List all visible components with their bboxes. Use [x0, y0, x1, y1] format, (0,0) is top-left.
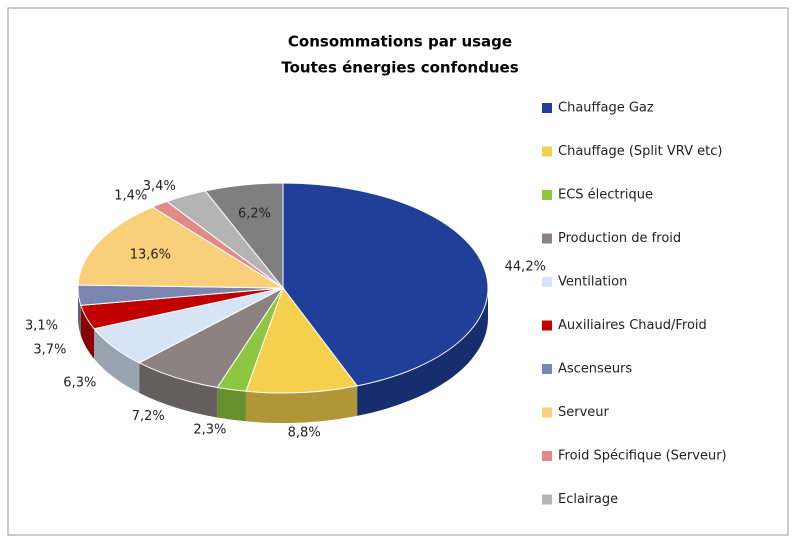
slice-side — [94, 328, 140, 393]
slice — [204, 182, 284, 290]
legend-swatch — [542, 364, 552, 374]
chart-title: Consommations par usage — [288, 33, 512, 51]
slice — [282, 182, 489, 387]
data-label: 13,6% — [130, 247, 171, 262]
legend-label: Auxiliaires Chaud/Froid — [558, 318, 707, 333]
legend-label: Ascenseurs — [558, 362, 632, 377]
legend-label: Ventilation — [558, 275, 627, 290]
slice-side — [80, 305, 95, 359]
legend-label: Froid Spécifique (Serveur) — [558, 449, 727, 464]
legend-swatch — [542, 320, 552, 331]
data-label: 3,4% — [143, 179, 176, 194]
chart-subtitle: Toutes énergies confondues — [281, 59, 518, 77]
data-label: 6,3% — [63, 375, 96, 390]
data-label: 1,4% — [114, 188, 147, 203]
data-label: 2,3% — [193, 422, 226, 437]
legend-swatch — [542, 494, 552, 505]
slice-side — [217, 387, 246, 422]
legend-swatch — [542, 146, 552, 157]
slice-side — [245, 385, 358, 423]
legend-label: Chauffage (Split VRV etc) — [558, 144, 722, 159]
legend-label: ECS électrique — [558, 188, 653, 203]
legend-label: Chauffage Gaz — [558, 101, 654, 116]
slice-side — [357, 288, 488, 416]
slice-side — [139, 362, 218, 418]
data-label: 44,2% — [505, 259, 546, 274]
slice-side — [78, 288, 81, 336]
legend-swatch — [542, 451, 552, 461]
data-label: 7,2% — [132, 409, 165, 424]
legend-swatch — [542, 103, 552, 113]
legend-label: Eclairage — [558, 492, 618, 507]
legend-label: Serveur — [558, 405, 610, 420]
data-label: 8,8% — [288, 425, 321, 440]
data-label: 3,1% — [25, 318, 58, 333]
legend-swatch — [542, 233, 552, 244]
legend-label: Production de froid — [558, 231, 681, 246]
legend-swatch — [542, 407, 552, 418]
data-label: 6,2% — [238, 206, 271, 221]
legend-swatch — [542, 277, 552, 287]
slice — [77, 206, 285, 289]
legend-swatch — [542, 190, 552, 200]
data-label: 3,7% — [33, 343, 66, 358]
